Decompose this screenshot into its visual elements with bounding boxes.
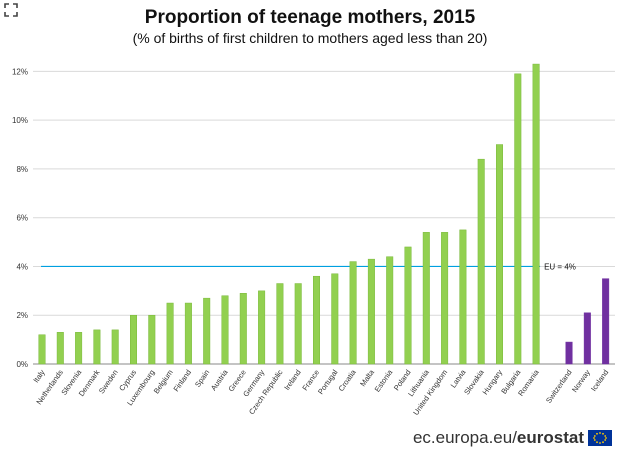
eu-flag-icon (588, 430, 612, 446)
bar (294, 283, 302, 365)
bar (221, 295, 229, 365)
footer-brand: eurostat (516, 428, 584, 447)
y-tick-label: 12% (12, 67, 28, 76)
y-tick-label: 0% (16, 360, 28, 369)
x-tick-label: Portugal (316, 368, 340, 396)
footer-site: ec.europa.eu/ (412, 428, 517, 447)
bar (565, 341, 573, 365)
x-tick-label: Sweden (97, 368, 120, 395)
bar (459, 229, 467, 365)
bar (532, 63, 540, 365)
y-tick-label: 6% (16, 214, 28, 223)
y-tick-label: 4% (16, 262, 28, 271)
x-tick-label: Italy (31, 368, 46, 385)
eu-average-label: EU = 4% (544, 262, 576, 271)
y-tick-label: 8% (16, 165, 28, 174)
x-tick-label: Iceland (589, 368, 610, 393)
x-tick-label: Belgium (152, 368, 175, 395)
bar (386, 256, 394, 365)
bar (331, 273, 339, 365)
x-tick-label: Estonia (373, 367, 395, 393)
bar (422, 232, 430, 365)
x-tick-label: Switzerland (544, 368, 574, 405)
bar (166, 302, 174, 365)
bar (313, 275, 320, 365)
x-tick-label: Finland (172, 368, 193, 393)
bar (349, 261, 357, 365)
expand-icon[interactable] (4, 3, 18, 17)
bar (111, 329, 119, 365)
y-tick-label: 2% (16, 311, 28, 320)
bar (239, 293, 247, 365)
bar (477, 158, 485, 365)
bar (130, 314, 137, 365)
x-tick-label: Malta (358, 367, 376, 388)
x-tick-label: Norway (570, 368, 592, 394)
y-tick-label: 10% (12, 116, 28, 125)
chart-title: Proportion of teenage mothers, 2015 (144, 7, 476, 28)
source-footer: ec.europa.eu/eurostat (413, 428, 612, 448)
bar (602, 278, 610, 365)
bar (496, 144, 503, 365)
bar (367, 258, 375, 365)
bar (404, 246, 412, 365)
bar (38, 334, 46, 365)
x-tick-label: Spain (193, 368, 211, 389)
x-tick-label: Ireland (282, 368, 303, 392)
x-tick-label: Croatia (336, 367, 358, 393)
bar (184, 302, 192, 365)
bar (56, 332, 64, 365)
bar (93, 329, 101, 365)
bar (583, 312, 591, 365)
bar (75, 332, 83, 365)
bar (203, 297, 211, 365)
chart-subtitle: (% of births of first children to mother… (132, 30, 488, 46)
bar (514, 73, 522, 365)
bar (148, 314, 156, 365)
bar (276, 283, 284, 365)
bar (441, 232, 449, 365)
bar (258, 290, 266, 365)
